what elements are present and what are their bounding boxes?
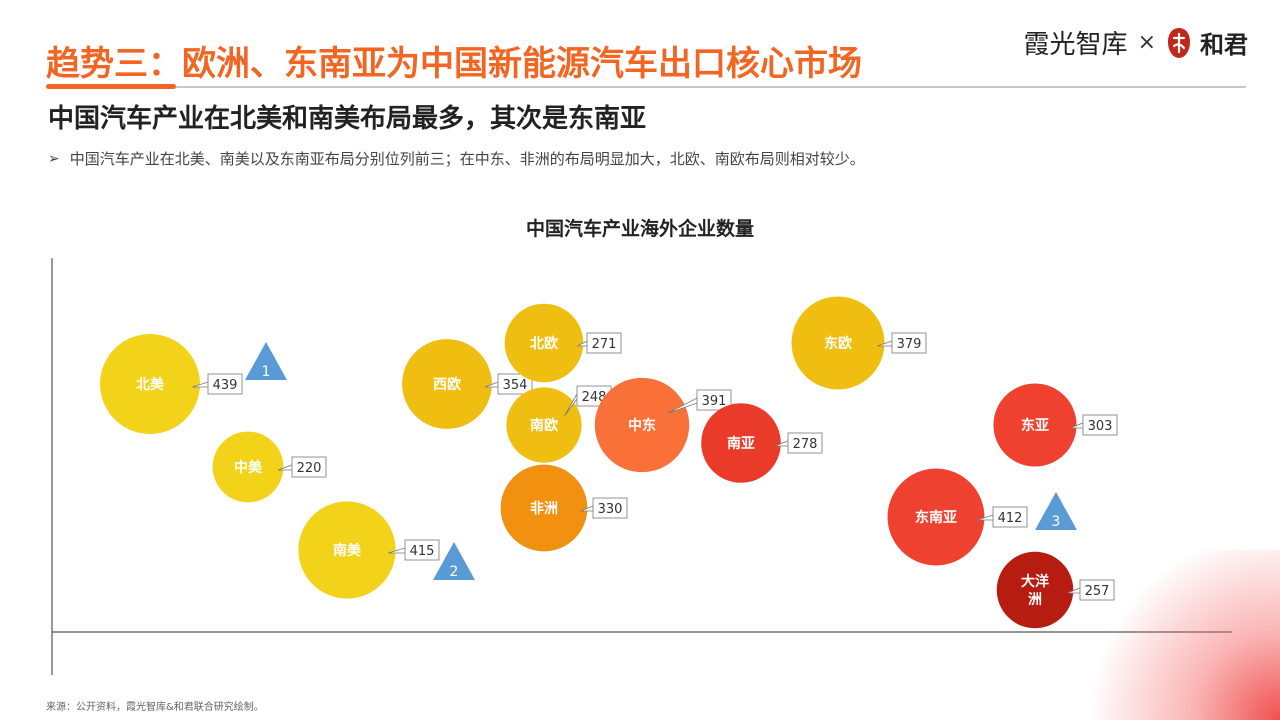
callout-box [696, 389, 732, 411]
callout-box [992, 506, 1028, 528]
data-label: 278 [793, 437, 818, 452]
brand-lockup: 霞光智库 × 和君 [1024, 24, 1248, 61]
bullet-text: 中国汽车产业在北美、南美以及东南亚布局分别位列前三；在中东、非洲的布局明显加大，… [69, 150, 865, 168]
bubble-label: 大洋 [1021, 573, 1049, 590]
bubble [212, 431, 284, 503]
bubble-label: 南欧 [530, 417, 558, 434]
callout-box [207, 373, 243, 395]
rank-label: 1 [262, 364, 271, 380]
page-title: 趋势三：欧洲、东南亚为中国新能源汽车出口核心市场 [46, 44, 862, 84]
hejun-seal-logo-icon [1168, 27, 1190, 58]
bubble [791, 296, 885, 390]
brand-name-hejun: 和君 [1200, 31, 1248, 59]
rank-triangle-icon [433, 542, 475, 580]
data-label: 330 [598, 502, 623, 517]
data-label: 415 [410, 544, 435, 559]
bubble-label: 北欧 [530, 335, 558, 352]
bubble-label: 中美 [234, 459, 263, 476]
data-label: 379 [897, 337, 922, 352]
rank-triangle-icon [245, 342, 287, 380]
bubble [402, 339, 492, 429]
bubble-label: 东亚 [1021, 417, 1049, 434]
data-label: 412 [998, 511, 1023, 526]
bullet-point: ➢ 中国汽车产业在北美、南美以及东南亚布局分别位列前三；在中东、非洲的布局明显加… [48, 148, 865, 169]
arrow-bullet-icon: ➢ [48, 150, 60, 167]
bubble [701, 403, 781, 483]
data-label: 354 [503, 378, 528, 393]
callout-box [291, 456, 327, 478]
callout-box [891, 332, 927, 354]
title-divider [176, 86, 1246, 88]
bubble [506, 387, 582, 463]
callout-box [592, 497, 628, 519]
brand-separator: × [1137, 30, 1156, 55]
bubble-label: 东欧 [824, 335, 852, 352]
bubble [298, 501, 396, 599]
data-label: 391 [702, 394, 727, 409]
bubble-label: 非洲 [530, 500, 558, 517]
brand-name-xiaguang: 霞光智库 [1023, 30, 1128, 60]
source-note: 来源：公开资料，霞光智库&和君联合研究绘制。 [46, 702, 264, 713]
bubble-label: 东南亚 [915, 509, 957, 526]
bubble-label: 洲 [1028, 592, 1042, 608]
bubble-label: 中东 [628, 417, 656, 434]
bubble [504, 303, 584, 383]
bubble [100, 334, 200, 434]
bubble-label: 南亚 [727, 435, 755, 452]
bubble [996, 551, 1074, 629]
bubble-label: 北美 [136, 376, 165, 393]
title-accent-underline [46, 84, 176, 89]
bubble-label: 西欧 [433, 376, 461, 393]
rank-triangle-icon [1035, 492, 1077, 530]
corner-decoration [1090, 550, 1280, 720]
bubble-label: 南美 [333, 542, 362, 559]
chart-title: 中国汽车产业海外企业数量 [525, 218, 754, 240]
callout-box [1082, 414, 1118, 436]
callout-box [586, 332, 622, 354]
callout-box [404, 539, 440, 561]
data-label: 271 [592, 337, 617, 352]
bubble [993, 383, 1077, 467]
callout-box [787, 432, 823, 454]
data-label: 220 [297, 461, 322, 476]
bubble [594, 377, 690, 473]
data-label: 439 [213, 378, 238, 393]
rank-label: 2 [450, 564, 459, 580]
data-label: 248 [582, 390, 607, 405]
bubble [887, 468, 985, 566]
callout-box [497, 373, 533, 395]
section-subtitle: 中国汽车产业在北美和南美布局最多，其次是东南亚 [48, 104, 647, 134]
data-label: 303 [1088, 419, 1113, 434]
bubble [500, 464, 588, 552]
rank-label: 3 [1052, 514, 1061, 530]
